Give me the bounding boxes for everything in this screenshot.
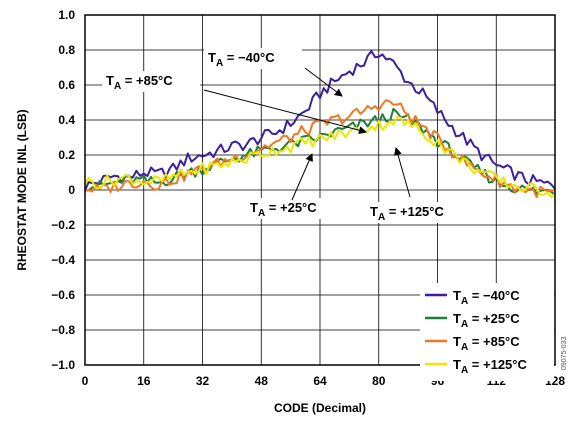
y-tick-labels: 1.0 0.8 0.6 0.4 0.2 0 −0.2 −0.4 −0.6 −0.8 −1.0 (51, 8, 75, 372)
legend-label: TA = −40°C (453, 288, 520, 307)
annotation-label: TA = +125°C (370, 204, 444, 223)
x-tick-label: 80 (372, 374, 386, 388)
annotation-label: TA = +25°C (250, 200, 317, 219)
annotation-background (204, 48, 302, 69)
y-tick-label: −1.0 (51, 358, 75, 372)
x-tick-label: 0 (82, 374, 89, 388)
y-tick-label: 0.4 (58, 113, 75, 127)
plot-frame (84, 14, 556, 366)
legend-label: TA = +125°C (453, 357, 527, 376)
legend-label: TA = +85°C (453, 334, 520, 353)
y-axis-title: RHEOSTAT MODE INL (LSB) (15, 109, 29, 270)
y-tick-label: −0.8 (51, 323, 75, 337)
annotation-arrow (304, 67, 343, 97)
annotation-background (246, 198, 344, 219)
y-tick-label: 0.6 (58, 78, 75, 92)
y-tick-label: −0.6 (51, 288, 75, 302)
annotations: TA = −40°C TA = +85°C TA = +25°C TA = +125°… (102, 48, 464, 223)
x-axis-title: CODE (Decimal) (274, 401, 366, 415)
y-tick-label: 0.2 (58, 148, 75, 162)
annotation-label: TA = +85°C (106, 73, 173, 92)
annotation-arrow (291, 153, 313, 201)
annotation-background (366, 202, 464, 223)
x-tick-label: 48 (255, 374, 269, 388)
y-tick-label: 0.8 (58, 43, 75, 57)
annotation-arrow (203, 89, 367, 135)
legend: TA = −40°C TA = +25°C TA = +85°C TA = +125°… (420, 283, 554, 381)
y-tick-label: −0.2 (51, 218, 75, 232)
legend-label: TA = +25°C (453, 311, 520, 330)
series-lines (84, 50, 556, 199)
y-tick-label: −0.4 (51, 253, 75, 267)
x-tick-label: 32 (196, 374, 210, 388)
x-tick-label: 16 (137, 374, 151, 388)
x-tick-label: 64 (313, 374, 327, 388)
annotation-label: TA = −40°C (208, 50, 275, 69)
figure-number: 09075-033 (561, 336, 568, 370)
series-line (84, 50, 556, 191)
annotation-arrow (394, 147, 411, 198)
y-tick-label: 0 (68, 183, 75, 197)
series-line (84, 116, 556, 198)
y-tick-label: 1.0 (58, 8, 75, 22)
annotation-background (102, 71, 200, 92)
